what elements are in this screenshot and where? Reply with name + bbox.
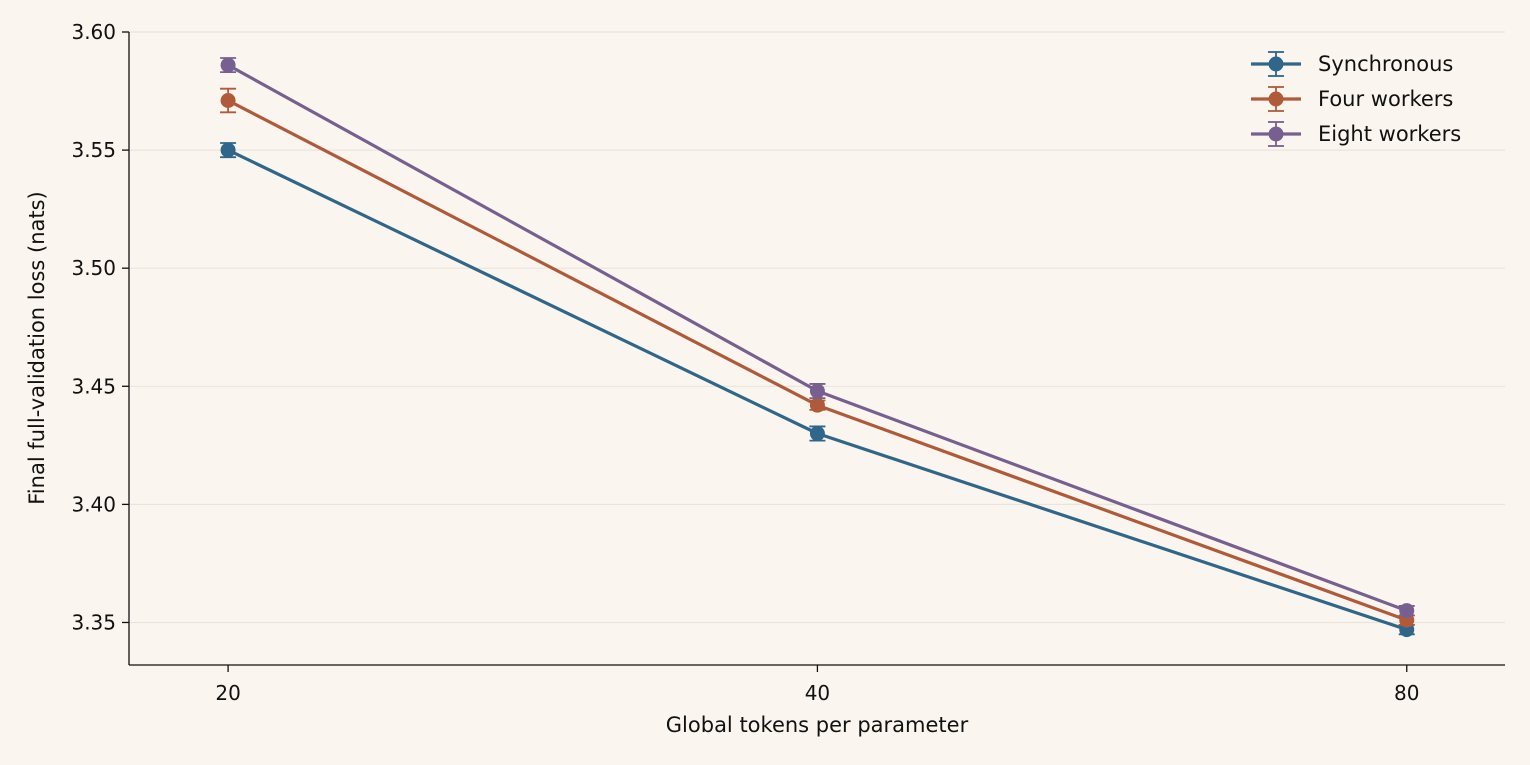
- legend: Synchronous Four workers Eight workers: [1251, 51, 1461, 147]
- legend-item-four-workers: Four workers: [1251, 86, 1453, 112]
- legend-label: Four workers: [1318, 87, 1453, 111]
- legend-marker: [1268, 126, 1284, 142]
- series-eight-workers: [220, 57, 1415, 619]
- x-tick-label: 80: [1394, 681, 1419, 705]
- legend-item-synchronous: Synchronous: [1251, 51, 1453, 77]
- series-four-workers: [220, 87, 1415, 628]
- x-tick-label: 40: [805, 681, 830, 705]
- data-point: [809, 383, 825, 399]
- series-group: [220, 57, 1415, 638]
- data-point: [809, 397, 825, 413]
- legend-item-eight-workers: Eight workers: [1251, 121, 1461, 147]
- y-tick-label: 3.55: [71, 138, 116, 162]
- y-tick-label: 3.50: [71, 256, 116, 280]
- data-point: [1399, 603, 1415, 619]
- x-ticks: 20 40 80: [215, 665, 1419, 705]
- y-axis-title: Final full-validation loss (nats): [25, 191, 49, 505]
- data-point: [220, 142, 236, 158]
- legend-label: Synchronous: [1318, 52, 1453, 76]
- y-tick-label: 3.45: [71, 374, 116, 398]
- data-point: [220, 57, 236, 73]
- y-tick-label: 3.40: [71, 492, 116, 516]
- x-axis-title: Global tokens per parameter: [666, 713, 969, 737]
- data-point: [809, 426, 825, 442]
- data-point: [220, 92, 236, 108]
- y-tick-label: 3.60: [71, 20, 116, 44]
- x-tick-label: 20: [215, 681, 240, 705]
- y-ticks: 3.35 3.40 3.45 3.50 3.55 3.60: [71, 20, 129, 634]
- y-tick-label: 3.35: [71, 610, 116, 634]
- legend-marker: [1268, 91, 1284, 107]
- legend-marker: [1268, 56, 1284, 72]
- legend-label: Eight workers: [1318, 122, 1461, 146]
